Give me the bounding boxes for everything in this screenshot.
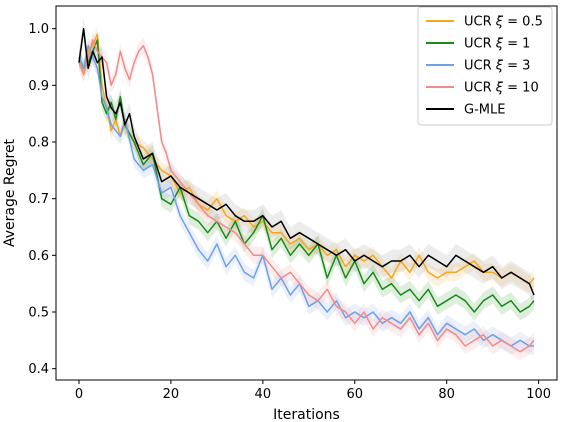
series-line-2 <box>78 44 534 347</box>
plot-area <box>78 17 535 361</box>
series-line-1 <box>78 39 535 313</box>
axes-frame <box>55 5 558 381</box>
legend: UCR ξ = 0.5 UCR ξ = 1 UCR ξ = 3 UCR ξ = 10 G… <box>417 6 553 126</box>
legend-box <box>417 6 553 126</box>
y-axis: 0.4 0.5 0.6 0.7 0.8 0.9 1.0 <box>28 22 56 377</box>
y-tick-label: 0.5 <box>28 306 49 321</box>
x-axis-label: Iterations <box>273 407 340 422</box>
legend-entry-2: UCR ξ = 3 <box>464 59 530 74</box>
x-tick-label: 40 <box>255 387 272 402</box>
legend-entry-0: UCR ξ = 0.5 <box>464 15 543 30</box>
y-tick-label: 1.0 <box>28 22 49 37</box>
x-tick-label: 80 <box>438 387 455 402</box>
legend-entry-3: UCR ξ = 10 <box>464 81 539 96</box>
x-axis: 0 20 40 60 80 100 <box>75 380 551 402</box>
y-tick-label: 0.9 <box>28 79 49 94</box>
legend-entry-1: UCR ξ = 1 <box>464 37 530 52</box>
y-tick-label: 0.6 <box>28 249 49 264</box>
x-tick-label: 60 <box>346 387 363 402</box>
y-tick-label: 0.4 <box>28 362 49 377</box>
series-line-3 <box>78 39 535 353</box>
y-axis-label: Average Regret <box>2 138 18 247</box>
x-tick-label: 20 <box>163 387 180 402</box>
series-line-4 <box>78 27 535 296</box>
series-band-4 <box>79 17 534 307</box>
y-tick-label: 0.7 <box>28 192 49 207</box>
y-tick-label: 0.8 <box>28 136 49 151</box>
series-band-1 <box>79 31 534 321</box>
x-tick-label: 0 <box>75 387 83 402</box>
series-band-2 <box>79 37 534 355</box>
series-band-0 <box>79 25 534 293</box>
legend-entry-4: G-MLE <box>464 103 505 118</box>
x-tick-label: 100 <box>526 387 551 402</box>
